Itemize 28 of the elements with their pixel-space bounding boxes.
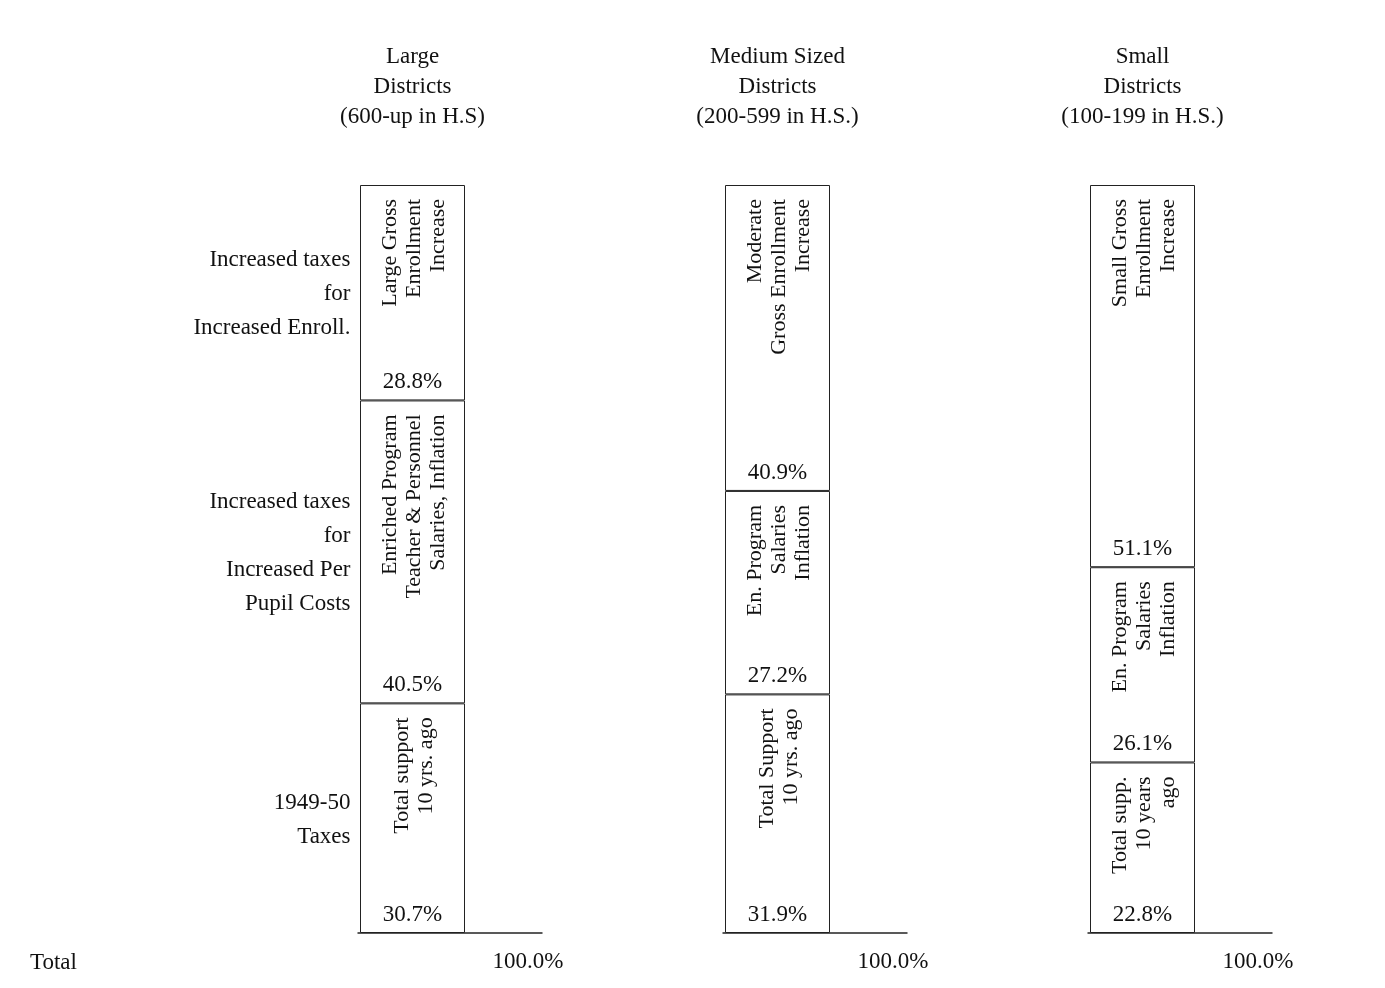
data-label: 40.9% bbox=[747, 458, 808, 484]
x-tick-label: Medium Sized Districts (200-599 in H.S.) bbox=[696, 42, 859, 128]
annotation: Small Gross Enrollment Increase bbox=[1106, 199, 1179, 308]
data-label: 26.1% bbox=[1112, 730, 1173, 756]
x-tick-label: Large Districts (600-up in H.S) bbox=[339, 42, 486, 128]
annotation: Enriched Program Teacher & Personnel Salaries, Inflation bbox=[376, 414, 449, 599]
data-label: 31.9% bbox=[747, 901, 808, 926]
text: Total bbox=[30, 949, 77, 974]
annotation: Moderate Gross Enrollment Increase bbox=[741, 199, 814, 355]
annotation: Large Gross Enrollment Increase bbox=[376, 199, 449, 307]
total-label: 100.0% bbox=[1222, 948, 1294, 973]
data-label: 28.8% bbox=[382, 368, 443, 394]
annotation: Total Support 10 yrs. ago bbox=[753, 708, 802, 829]
x-tick-label: Small Districts (100-199 in H.S.) bbox=[1061, 42, 1224, 128]
annotation: Total supp. 10 years ago bbox=[1106, 776, 1179, 874]
annotation: Total support 10 yrs. ago bbox=[388, 717, 437, 834]
data-label: 40.5% bbox=[382, 671, 443, 697]
total-label: 100.0% bbox=[492, 948, 564, 973]
total-label: 100.0% bbox=[857, 948, 929, 973]
series-label: Increased taxes for Increased Per Pupil Costs bbox=[209, 488, 351, 616]
data-label: 27.2% bbox=[747, 662, 808, 688]
series-label: 1949-50 Taxes bbox=[273, 788, 351, 848]
annotation: En. Program Salaries Inflation bbox=[741, 504, 814, 617]
annotation: En. Program Salaries Inflation bbox=[1106, 581, 1179, 693]
data-label: 22.8% bbox=[1112, 901, 1173, 926]
data-label: 30.7% bbox=[382, 901, 443, 926]
data-label: 51.1% bbox=[1112, 535, 1173, 561]
series-label: Increased taxes for Increased Enroll. bbox=[193, 246, 351, 340]
